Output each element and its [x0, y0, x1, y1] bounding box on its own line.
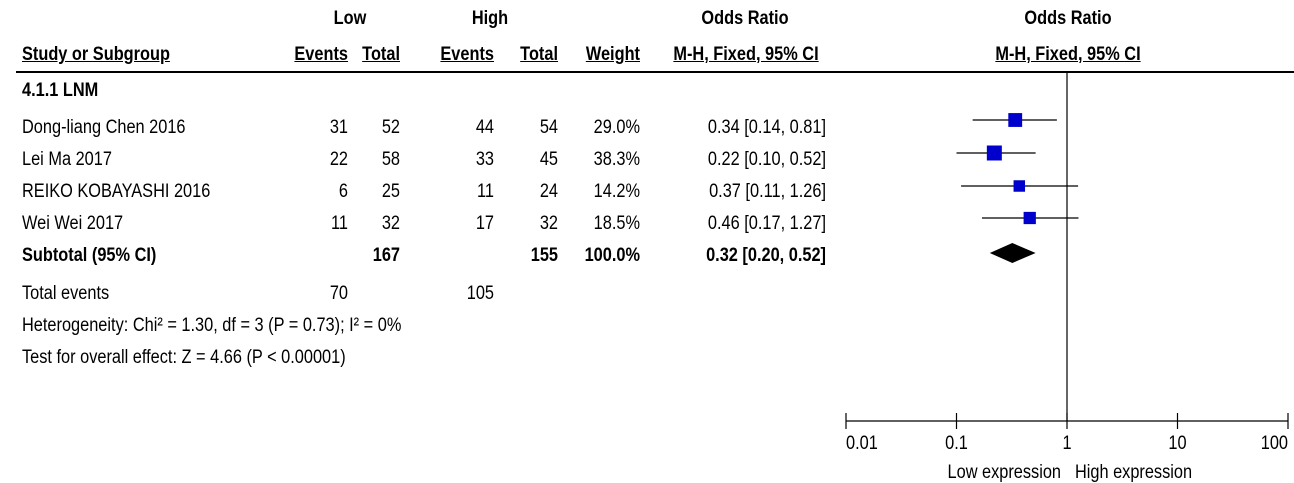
x-tick-label: 1 [1062, 432, 1071, 453]
ci-text: 0.37 [0.11, 1.26] [709, 181, 826, 202]
ci-text: 0.34 [0.14, 0.81] [707, 117, 826, 138]
study-name: Dong-liang Chen 2016 [22, 117, 186, 138]
study-marker [986, 145, 1002, 161]
study-marker [1023, 211, 1036, 225]
x-tick-label: 0.1 [945, 432, 968, 453]
heterogeneity-text: Heterogeneity: Chi² = 1.30, df = 3 (P = … [22, 315, 402, 336]
col-events-low-header: Events [294, 44, 348, 65]
weight: 18.5% [593, 213, 640, 234]
events-low: 31 [329, 117, 348, 138]
events-high: 17 [475, 213, 494, 234]
study-marker [1013, 180, 1026, 192]
group-high-header: High [471, 8, 509, 29]
total-low: 32 [381, 213, 400, 234]
total-high: 32 [539, 213, 558, 234]
group-low-header: Low [333, 8, 367, 29]
col-total-low-header: Total [362, 44, 400, 65]
subgroup-label: 4.1.1 LNM [22, 80, 99, 101]
total-low: 58 [381, 149, 400, 170]
col-study-header: Study or Subgroup [22, 44, 170, 65]
events-low: 6 [338, 181, 348, 202]
events-high: 44 [475, 117, 494, 138]
x-tick-label: 0.01 [846, 432, 878, 453]
x-tick-label: 100 [1261, 432, 1288, 453]
study-name: Wei Wei 2017 [22, 213, 124, 234]
pooled-diamond [989, 243, 1036, 263]
total-high: 54 [539, 117, 558, 138]
weight: 38.3% [593, 149, 640, 170]
total-events-label: Total events [22, 283, 110, 304]
weight: 29.0% [593, 117, 640, 138]
col-method-table-header: M-H, Fixed, 95% CI [673, 44, 819, 65]
odds-ratio-plot-header: Odds Ratio [1024, 8, 1112, 29]
favours-right-label: High expression [1075, 461, 1192, 482]
col-total-high-header: Total [520, 44, 558, 65]
total-low: 52 [381, 117, 400, 138]
header-rule [16, 71, 1294, 73]
events-low: 11 [331, 213, 348, 234]
study-name: REIKO KOBAYASHI 2016 [22, 181, 211, 202]
subtotal-label: Subtotal (95% CI) [22, 245, 157, 266]
col-weight-header: Weight [585, 44, 640, 65]
subtotal-ci-text: 0.32 [0.20, 0.52] [706, 245, 826, 266]
total-events-low: 70 [329, 283, 348, 304]
events-high: 33 [475, 149, 494, 170]
subtotal-total-low: 167 [372, 245, 400, 266]
subtotal-weight: 100.0% [584, 245, 640, 266]
odds-ratio-table-header: Odds Ratio [701, 8, 789, 29]
overall-effect-text: Test for overall effect: Z = 4.66 (P < 0… [22, 347, 346, 368]
ci-text: 0.46 [0.17, 1.27] [707, 213, 826, 234]
col-events-high-header: Events [440, 44, 494, 65]
col-method-plot-header: M-H, Fixed, 95% CI [995, 44, 1141, 65]
total-high: 45 [539, 149, 558, 170]
total-high: 24 [539, 181, 558, 202]
total-events-high: 105 [466, 283, 494, 304]
events-low: 22 [329, 149, 348, 170]
x-tick-label: 10 [1168, 432, 1186, 453]
weight: 14.2% [593, 181, 640, 202]
ci-text: 0.22 [0.10, 0.52] [707, 149, 826, 170]
events-high: 11 [477, 181, 494, 202]
favours-left-label: Low expression [948, 461, 1061, 482]
study-name: Lei Ma 2017 [22, 149, 112, 170]
total-low: 25 [381, 181, 400, 202]
subtotal-total-high: 155 [530, 245, 558, 266]
study-marker [1008, 113, 1023, 127]
